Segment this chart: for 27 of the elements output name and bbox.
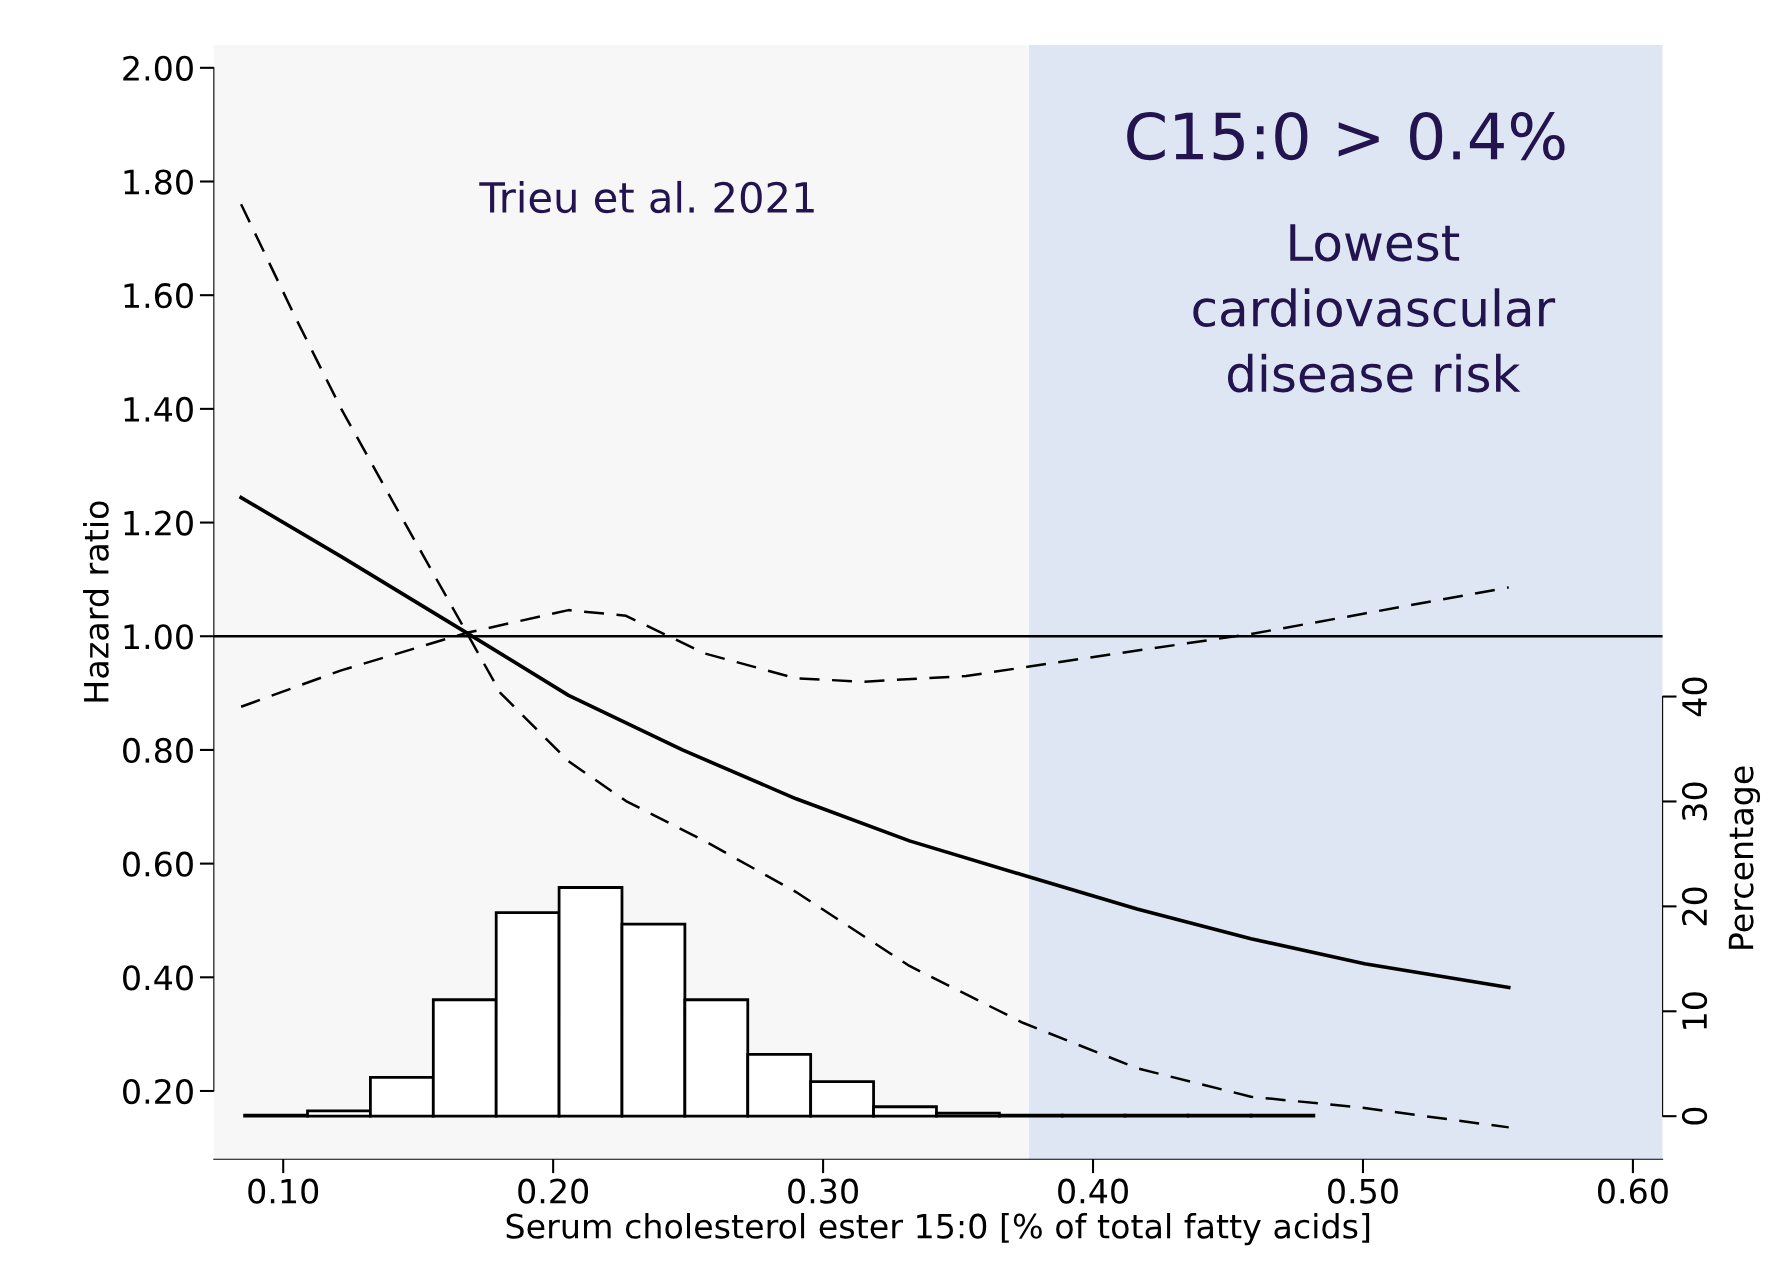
annotation: Lowest cardiovascular disease risk — [1193, 224, 1556, 393]
y-tick-label: 1.00 — [124, 624, 193, 650]
y-tick-label: 1.20 — [124, 510, 193, 536]
annotation: Trieu et al. 2021 — [479, 180, 814, 214]
x-tick-label: 0.60 — [1598, 1178, 1668, 1204]
y-tick-label: 0.80 — [123, 737, 193, 764]
band-label: C15:0 > 0.4% — [1127, 111, 1565, 161]
y2-tick-label: 0 — [1681, 1107, 1708, 1125]
y2-tick-label: 30 — [1681, 782, 1708, 821]
y2-tick-label: 10 — [1681, 992, 1708, 1029]
x-tick-label: 0.40 — [1058, 1178, 1128, 1204]
y-tick-label: 0.40 — [123, 965, 193, 991]
x-tick-label: 0.20 — [518, 1178, 589, 1204]
x-tick-label: 0.30 — [788, 1178, 858, 1204]
x-axis-title: Serum cholesterol ester 15:0 [% of total fatty acids] — [506, 1212, 1370, 1246]
y-tick-label: 1.40 — [124, 396, 193, 423]
y-tick-label: 1.60 — [124, 283, 193, 309]
y2-axis-title: Percentage — [1728, 766, 1761, 949]
x-tick-label: 0.10 — [248, 1178, 319, 1204]
x-tick-label: 0.50 — [1328, 1178, 1398, 1204]
y-tick-label: 0.20 — [123, 1078, 193, 1105]
y-axis-title: Hazard ratio — [83, 501, 109, 702]
y2-tick-label: 40 — [1681, 677, 1708, 717]
y2-tick-label: 20 — [1681, 887, 1708, 926]
y-tick-label: 1.80 — [124, 169, 193, 195]
y-tick-label: 0.60 — [123, 851, 193, 877]
y-tick-label: 2.00 — [123, 55, 193, 81]
